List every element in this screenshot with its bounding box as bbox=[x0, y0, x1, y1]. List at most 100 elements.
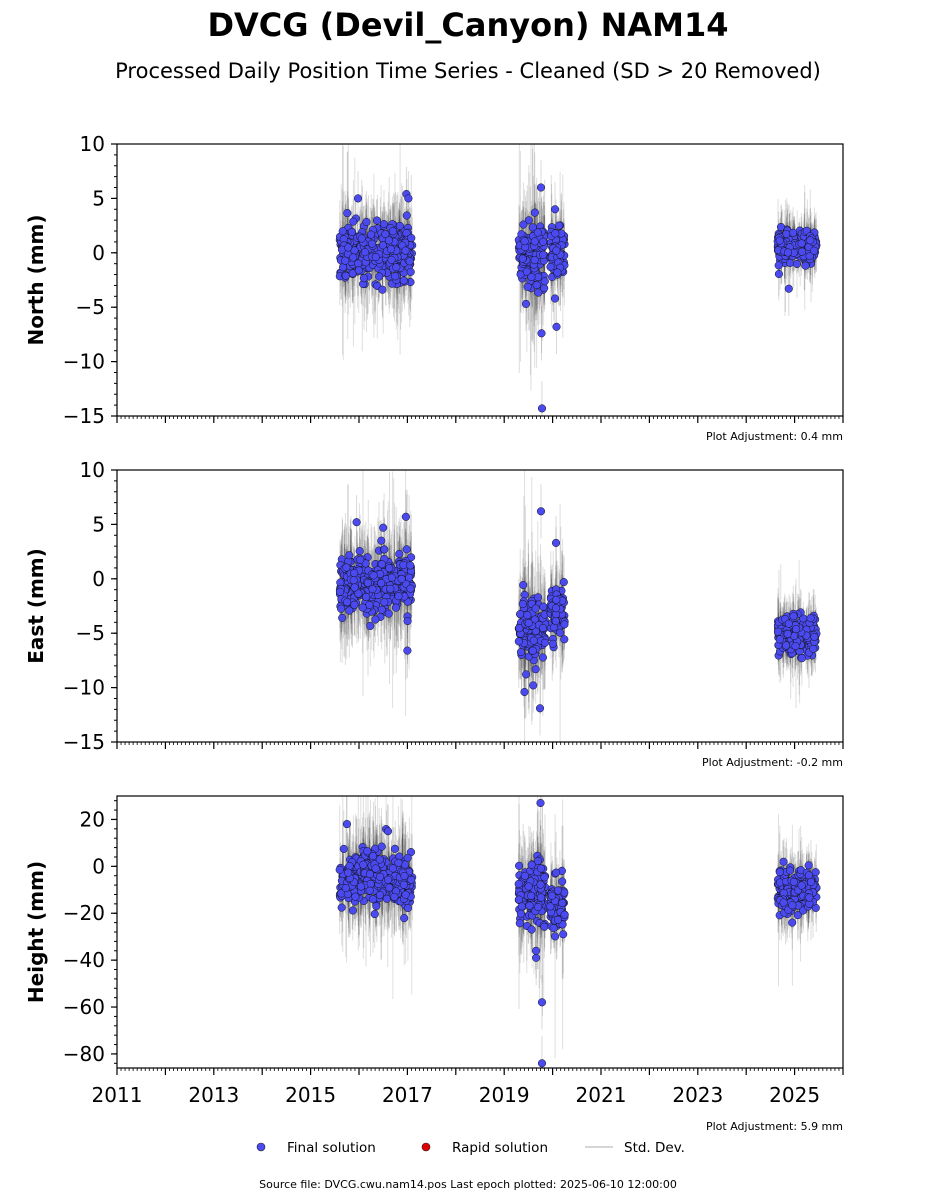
y-tick-label: −10 bbox=[63, 350, 105, 374]
data-point bbox=[357, 234, 366, 243]
final-solution-points bbox=[335, 183, 821, 413]
data-point bbox=[775, 236, 784, 245]
data-point bbox=[350, 583, 359, 592]
data-point bbox=[399, 276, 408, 285]
data-point-outlier bbox=[536, 507, 546, 516]
data-point-outlier bbox=[535, 704, 545, 713]
data-point bbox=[363, 578, 372, 587]
y-tick-label: −15 bbox=[63, 730, 105, 754]
data-point bbox=[784, 619, 793, 628]
data-point bbox=[385, 564, 394, 573]
data-point bbox=[348, 906, 357, 915]
data-point bbox=[345, 551, 354, 560]
data-point bbox=[338, 613, 347, 622]
data-point bbox=[368, 895, 378, 904]
data-point-outlier bbox=[537, 404, 547, 413]
data-point bbox=[522, 267, 531, 276]
data-point bbox=[514, 637, 523, 646]
data-point bbox=[380, 545, 389, 554]
data-point bbox=[341, 271, 350, 280]
data-point bbox=[371, 252, 380, 262]
panel-data bbox=[335, 796, 821, 1068]
data-point bbox=[538, 623, 548, 633]
data-point bbox=[529, 636, 538, 645]
data-point bbox=[368, 239, 377, 248]
data-point bbox=[522, 670, 531, 679]
data-point-outlier bbox=[379, 523, 388, 532]
data-point bbox=[551, 229, 560, 238]
data-point bbox=[515, 624, 524, 633]
data-point bbox=[395, 221, 404, 230]
data-point bbox=[530, 237, 539, 246]
data-point bbox=[791, 641, 800, 651]
data-point bbox=[530, 208, 539, 217]
data-point bbox=[518, 254, 527, 263]
data-point bbox=[534, 288, 543, 297]
data-point bbox=[516, 648, 526, 657]
data-point bbox=[386, 584, 395, 593]
panel-data bbox=[335, 144, 821, 416]
data-point bbox=[335, 865, 344, 874]
data-point bbox=[349, 217, 358, 226]
data-point bbox=[384, 609, 393, 618]
data-point bbox=[355, 547, 364, 556]
data-point bbox=[395, 549, 404, 558]
data-point bbox=[372, 216, 382, 225]
data-point bbox=[534, 273, 543, 282]
data-point bbox=[540, 638, 549, 647]
data-point bbox=[801, 261, 810, 270]
data-point bbox=[527, 272, 536, 282]
data-point bbox=[403, 903, 412, 913]
data-point bbox=[775, 635, 784, 644]
data-point bbox=[806, 614, 815, 623]
data-point bbox=[376, 569, 385, 579]
data-point bbox=[392, 263, 401, 272]
data-point bbox=[540, 277, 549, 286]
data-point-outlier bbox=[520, 687, 529, 697]
data-point bbox=[560, 635, 569, 644]
data-point-outlier bbox=[353, 194, 363, 203]
y-tick-label: 5 bbox=[92, 186, 105, 210]
data-point bbox=[360, 248, 370, 257]
data-point bbox=[774, 261, 783, 270]
data-point bbox=[782, 641, 791, 650]
data-point bbox=[335, 587, 345, 596]
data-point bbox=[792, 625, 801, 634]
data-point bbox=[519, 580, 528, 590]
data-point bbox=[531, 665, 540, 674]
data-point bbox=[538, 653, 547, 662]
y-tick-label: −5 bbox=[76, 621, 105, 645]
data-point bbox=[555, 221, 564, 230]
data-point bbox=[533, 228, 542, 237]
final-solution-points bbox=[335, 507, 821, 713]
data-point bbox=[546, 262, 555, 271]
data-point bbox=[387, 573, 396, 582]
data-point bbox=[556, 628, 565, 637]
data-point bbox=[797, 654, 806, 663]
data-point bbox=[339, 844, 348, 853]
data-point-outlier bbox=[551, 538, 561, 547]
data-point bbox=[785, 258, 795, 267]
y-tick-label: −5 bbox=[76, 295, 105, 319]
data-point bbox=[399, 560, 408, 569]
data-point bbox=[531, 604, 540, 613]
data-point-outlier bbox=[529, 681, 538, 690]
y-tick-label: −15 bbox=[63, 404, 105, 428]
data-point bbox=[774, 269, 783, 279]
data-point bbox=[378, 285, 387, 294]
data-point bbox=[773, 627, 783, 636]
data-point bbox=[551, 604, 561, 613]
panel-0: 10 5 0 −5 −10 −15 North (mm) Plot Adjustment: 0… bbox=[24, 132, 844, 443]
data-point bbox=[377, 536, 386, 545]
data-point bbox=[523, 611, 532, 620]
data-point-outlier bbox=[403, 646, 412, 655]
data-point bbox=[539, 602, 548, 611]
data-point bbox=[345, 606, 354, 615]
data-point bbox=[530, 256, 539, 265]
chart-subtitle: Processed Daily Position Time Series - C… bbox=[115, 59, 821, 83]
data-point bbox=[359, 274, 369, 283]
data-point bbox=[344, 243, 353, 252]
data-point bbox=[337, 903, 346, 912]
